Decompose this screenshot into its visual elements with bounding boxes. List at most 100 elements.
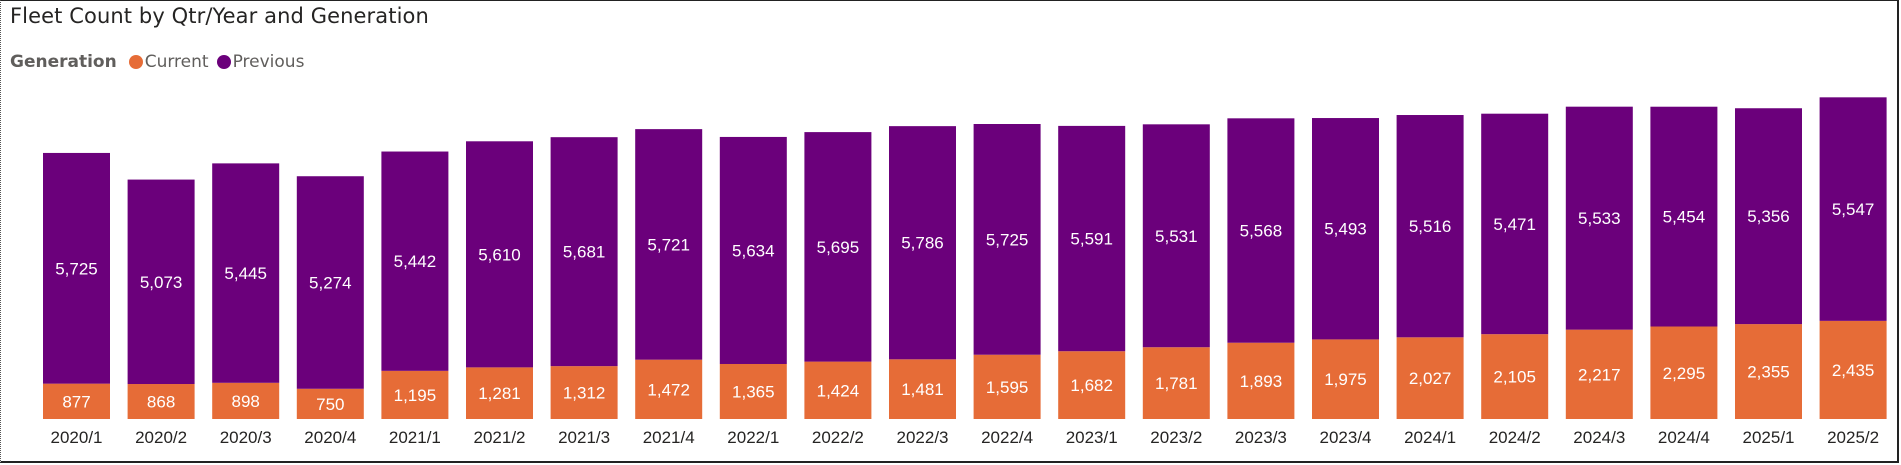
x-tick-label: 2021/2 [474, 428, 526, 447]
data-label-previous: 5,356 [1747, 207, 1790, 226]
data-label-previous: 5,681 [563, 243, 606, 262]
legend-marker-current-icon [128, 55, 143, 69]
bar-current-2023-1[interactable] [1058, 351, 1126, 419]
x-tick-label: 2023/2 [1150, 428, 1202, 447]
x-tick-label: 2022/3 [897, 428, 949, 447]
bar-current-2025-2[interactable] [1819, 320, 1887, 419]
x-tick-label: 2022/1 [727, 428, 779, 447]
bar-current-2024-4[interactable] [1650, 326, 1718, 419]
x-tick-label: 2024/4 [1658, 428, 1710, 447]
x-tick-label: 2020/4 [304, 428, 356, 447]
data-label-current: 2,105 [1493, 368, 1536, 387]
data-label-current: 1,682 [1070, 376, 1113, 395]
bar-current-2023-2[interactable] [1142, 347, 1210, 419]
x-tick-label: 2024/3 [1573, 428, 1625, 447]
bar-current-2023-3[interactable] [1227, 342, 1295, 419]
legend-item-previous[interactable]: Previous [216, 52, 305, 72]
bar-previous-2021-1[interactable] [381, 151, 449, 371]
legend-title: Generation [10, 52, 117, 72]
bar-previous-2020-4[interactable] [296, 176, 364, 389]
data-label-previous: 5,516 [1409, 217, 1452, 236]
data-label-previous: 5,695 [817, 238, 860, 257]
data-label-previous: 5,073 [140, 273, 183, 292]
x-tick-label: 2021/4 [643, 428, 695, 447]
bar-previous-2023-4[interactable] [1312, 118, 1379, 340]
data-label-previous: 5,471 [1493, 215, 1536, 234]
data-label-current: 877 [62, 392, 90, 411]
data-label-previous: 5,274 [309, 274, 352, 293]
bar-previous-2024-2[interactable] [1481, 113, 1549, 335]
bar-current-2024-2[interactable] [1481, 334, 1549, 419]
x-tick-label: 2025/1 [1743, 428, 1795, 447]
legend: Generation Current Previous [10, 52, 312, 72]
data-label-current: 1,781 [1155, 374, 1198, 393]
data-label-previous: 5,634 [732, 241, 775, 260]
bar-previous-2023-3[interactable] [1227, 118, 1295, 343]
bar-previous-2024-3[interactable] [1565, 106, 1633, 330]
bar-previous-2025-2[interactable] [1819, 97, 1887, 321]
bar-current-2020-3[interactable] [212, 382, 280, 419]
bar-previous-2025-1[interactable] [1735, 108, 1802, 325]
x-tick-label: 2023/3 [1235, 428, 1287, 447]
bar-current-2020-4[interactable] [296, 388, 364, 419]
legend-label-previous: Previous [232, 52, 305, 72]
bar-previous-2022-1[interactable] [719, 136, 787, 364]
data-label-previous: 5,454 [1663, 208, 1706, 227]
bar-previous-2022-3[interactable] [889, 126, 956, 360]
data-label-previous: 5,786 [901, 234, 944, 253]
x-tick-label: 2024/1 [1404, 428, 1456, 447]
bar-current-2020-2[interactable] [127, 384, 195, 419]
bar-current-2024-1[interactable] [1396, 337, 1464, 419]
bar-current-2020-1[interactable] [43, 383, 110, 419]
bar-previous-2022-4[interactable] [973, 124, 1041, 355]
x-tick-label: 2024/2 [1489, 428, 1541, 447]
bar-current-2024-3[interactable] [1565, 329, 1633, 419]
bar-previous-2021-3[interactable] [550, 137, 618, 367]
x-tick-label: 2023/4 [1320, 428, 1372, 447]
bar-previous-2021-4[interactable] [635, 129, 703, 360]
data-label-current: 2,217 [1578, 365, 1621, 384]
bar-current-2021-2[interactable] [466, 367, 533, 419]
data-label-previous: 5,445 [224, 264, 267, 283]
data-label-current: 1,312 [563, 384, 606, 403]
bar-previous-2020-3[interactable] [212, 163, 280, 383]
x-tick-label: 2025/2 [1827, 428, 1879, 447]
legend-item-current[interactable]: Current [128, 52, 209, 72]
data-label-current: 1,893 [1240, 372, 1283, 391]
bar-previous-2020-2[interactable] [127, 179, 195, 385]
bar-current-2021-1[interactable] [381, 370, 449, 419]
bar-current-2022-2[interactable] [804, 361, 872, 419]
chart-title: Fleet Count by Qtr/Year and Generation [10, 4, 429, 28]
x-tick-label: 2020/2 [135, 428, 187, 447]
bar-current-2021-4[interactable] [635, 359, 703, 419]
bar-previous-2021-2[interactable] [466, 141, 533, 368]
bar-current-2021-3[interactable] [550, 366, 618, 419]
bar-previous-2023-1[interactable] [1058, 125, 1126, 352]
x-tick-label: 2020/1 [51, 428, 103, 447]
data-label-current: 1,481 [901, 380, 944, 399]
bar-current-2025-1[interactable] [1735, 324, 1802, 419]
bar-previous-2020-1[interactable] [43, 152, 110, 384]
data-label-previous: 5,725 [55, 259, 98, 278]
bar-previous-2022-2[interactable] [804, 132, 872, 362]
bar-current-2023-4[interactable] [1312, 339, 1379, 419]
bar-previous-2024-1[interactable] [1396, 115, 1464, 338]
data-label-previous: 5,531 [1155, 227, 1198, 246]
bar-previous-2023-2[interactable] [1142, 124, 1210, 348]
data-label-current: 1,195 [394, 386, 437, 405]
data-label-previous: 5,725 [986, 230, 1029, 249]
data-label-previous: 5,568 [1240, 222, 1283, 241]
bar-current-2022-3[interactable] [889, 359, 956, 419]
data-label-current: 2,295 [1663, 364, 1706, 383]
bar-current-2022-1[interactable] [719, 363, 787, 419]
bar-previous-2024-4[interactable] [1650, 106, 1718, 327]
x-tick-label: 2021/1 [389, 428, 441, 447]
data-label-current: 1,472 [647, 380, 690, 399]
data-label-current: 2,355 [1747, 363, 1790, 382]
x-tick-label: 2023/1 [1066, 428, 1118, 447]
data-label-previous: 5,442 [394, 252, 437, 271]
data-label-previous: 5,493 [1324, 220, 1367, 239]
bar-current-2022-4[interactable] [973, 354, 1041, 419]
data-label-current: 2,027 [1409, 369, 1452, 388]
